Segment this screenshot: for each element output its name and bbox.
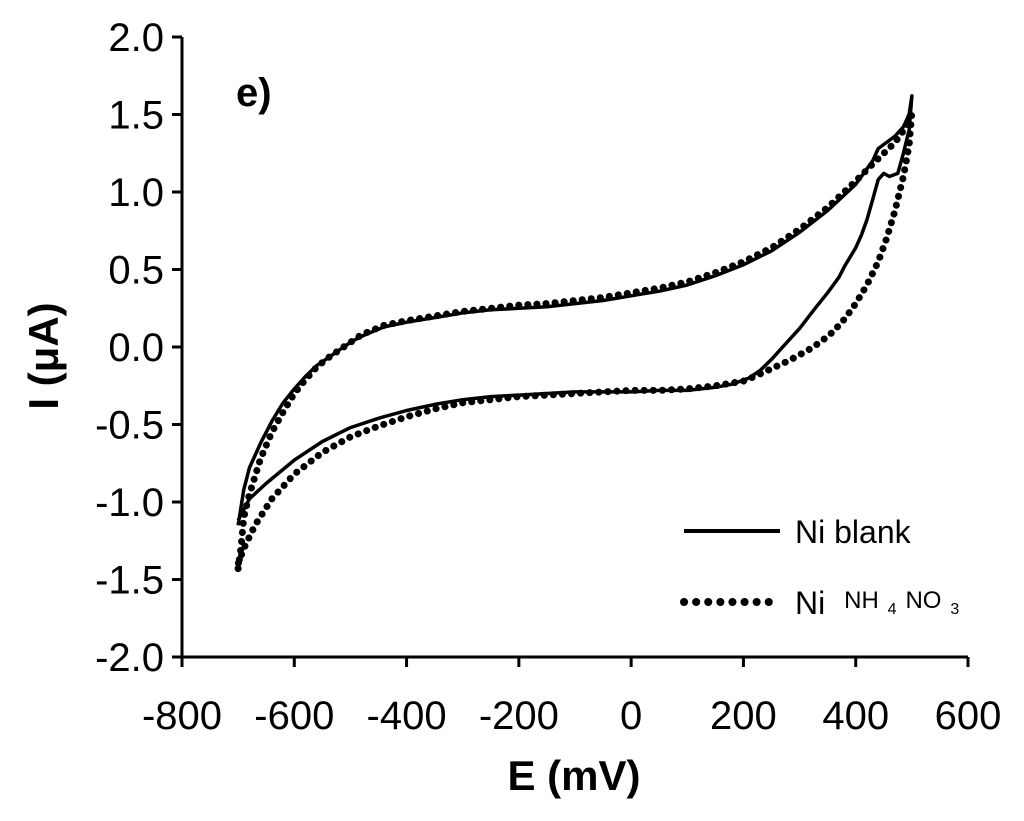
legend-sub-4: 4 — [888, 601, 897, 618]
y-tick-label: -1.0 — [95, 481, 164, 525]
x-tick-label: -600 — [254, 694, 334, 738]
ticks: 2.01.51.00.50.0-0.5-1.0-1.5-2.0-800 -600-… — [95, 16, 1001, 738]
legend: Ni blank Ni NH 4 NO 3 — [680, 514, 959, 621]
legend-label-ni-blank: Ni blank — [795, 514, 912, 550]
y-tick-label: -2.0 — [95, 636, 164, 680]
panel-label: e) — [236, 71, 272, 115]
legend-sub-nh: NH — [844, 587, 879, 614]
series-ni-nh4no3-line — [234, 107, 916, 573]
y-tick-label: -0.5 — [95, 404, 164, 448]
y-tick-label: 1.0 — [108, 171, 164, 215]
y-tick-label: -1.5 — [95, 559, 164, 603]
x-tick-label: 600 — [935, 694, 1002, 738]
x-tick-label: 200 — [710, 694, 777, 738]
axes — [180, 37, 968, 659]
series-ni-blank-line — [236, 94, 914, 526]
y-tick-label: 0.5 — [108, 249, 164, 293]
y-tick-label: 2.0 — [108, 16, 164, 60]
x-tick-label: -400 — [367, 694, 447, 738]
x-tick-label: 0 — [620, 694, 642, 738]
series-layer — [234, 94, 916, 573]
x-tick-label: -800 — [142, 694, 222, 738]
x-tick-label: 400 — [822, 694, 889, 738]
x-tick-label: -200 — [479, 694, 559, 738]
y-tick-label: 1.5 — [108, 94, 164, 138]
legend-sub-3: 3 — [950, 601, 959, 618]
x-axis-title: E (mV) — [507, 752, 640, 799]
y-tick-label: 0.0 — [108, 326, 164, 370]
y-axis-title: I (μA) — [20, 302, 67, 409]
legend-sub-no: NO — [905, 587, 941, 614]
legend-label-ni-main: Ni — [795, 585, 825, 621]
legend-label-ni-nh4no3: Ni NH 4 NO 3 — [795, 579, 959, 621]
